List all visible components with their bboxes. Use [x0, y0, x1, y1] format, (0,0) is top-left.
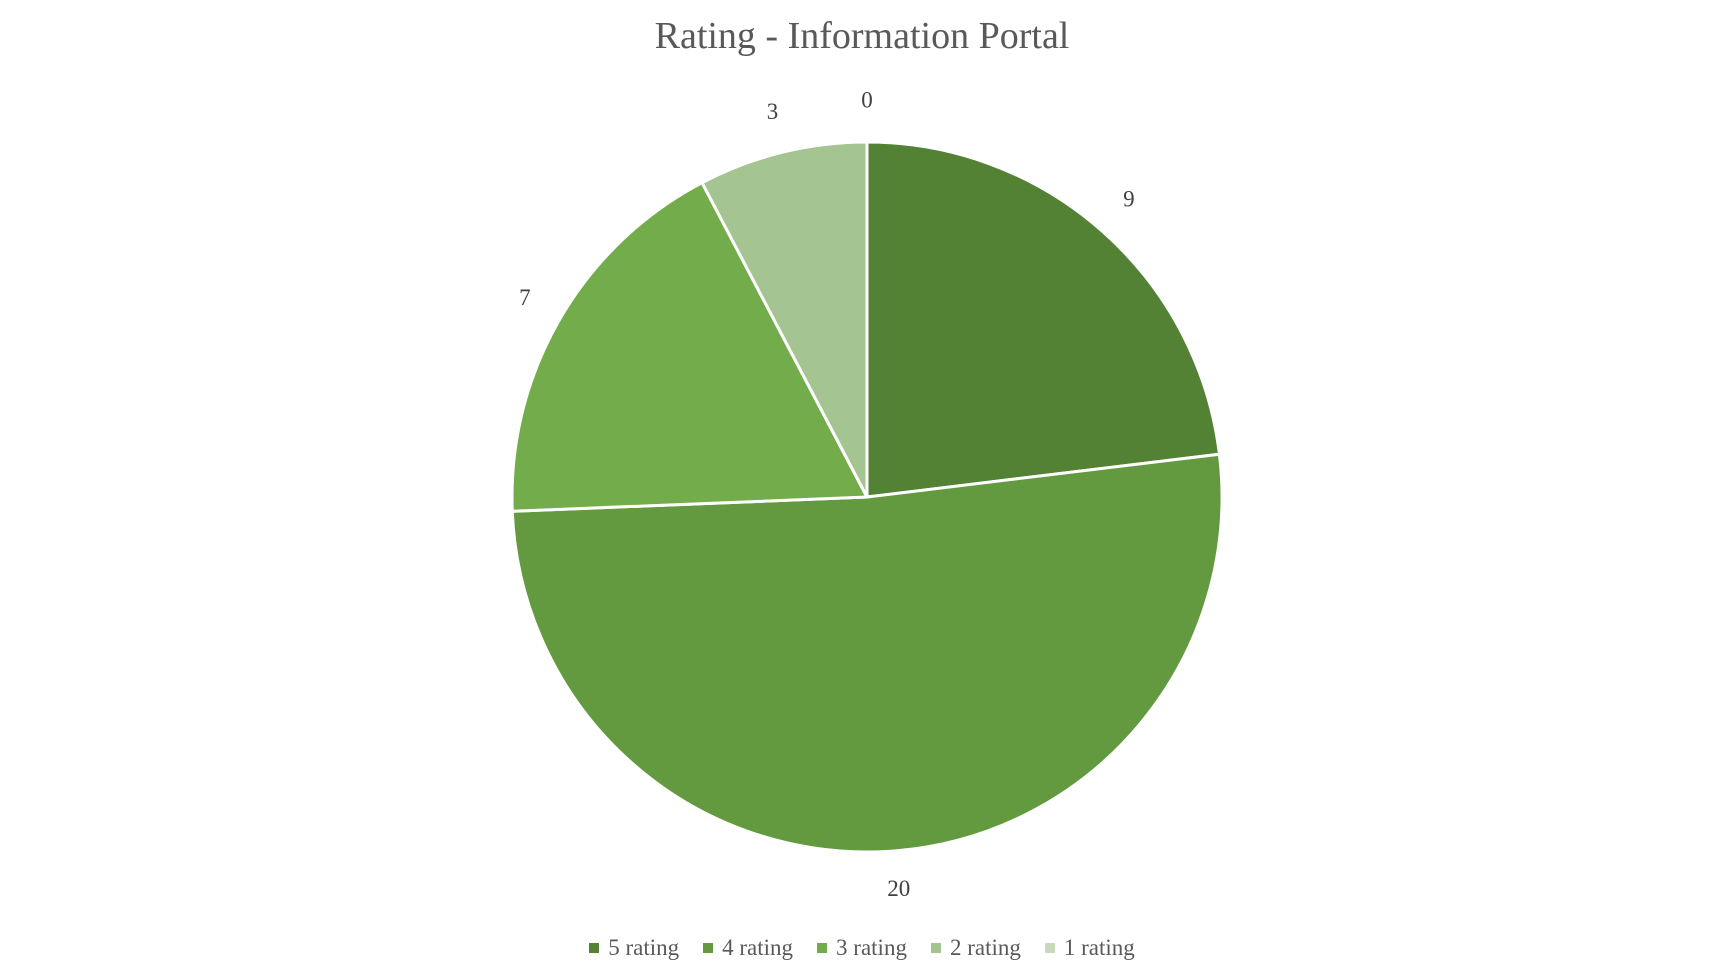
legend-label-2-rating: 2 rating — [949, 935, 1021, 960]
legend-label-1-rating: 1 rating — [1063, 935, 1135, 960]
legend-item-1-rating: 1 rating — [1044, 935, 1135, 961]
data-label-4-rating: 20 — [887, 876, 910, 901]
pie-slice-5-rating — [865, 140, 1222, 499]
legend-label-5-rating: 5 rating — [608, 935, 680, 960]
legend: 5 rating 4 rating 3 rating 2 rating 1 rating — [0, 935, 1724, 961]
legend-swatch-4-rating — [703, 943, 714, 953]
legend-swatch-3-rating — [817, 943, 828, 953]
data-label-3-rating: 7 — [519, 285, 531, 310]
legend-item-2-rating: 2 rating — [930, 935, 1021, 961]
legend-label-3-rating: 3 rating — [836, 935, 907, 960]
legend-swatch-5-rating — [589, 943, 600, 953]
legend-swatch-2-rating — [930, 943, 941, 953]
legend-item-4-rating: 4 rating — [703, 935, 793, 961]
chart-title: Rating - Information Portal — [654, 15, 1070, 57]
pie-slice-3-rating — [510, 180, 870, 513]
legend-item-3-rating: 3 rating — [817, 935, 907, 961]
pie-slice-4-rating — [510, 452, 1224, 854]
legend-item-5-rating: 5 rating — [589, 935, 679, 961]
pie-slice-2-rating — [699, 140, 869, 498]
data-label-2-rating: 3 — [767, 99, 779, 124]
data-label-5-rating: 9 — [1123, 187, 1135, 212]
data-label-1-rating: 0 — [861, 87, 873, 112]
legend-label-4-rating: 4 rating — [722, 935, 794, 960]
legend-swatch-1-rating — [1044, 943, 1055, 953]
